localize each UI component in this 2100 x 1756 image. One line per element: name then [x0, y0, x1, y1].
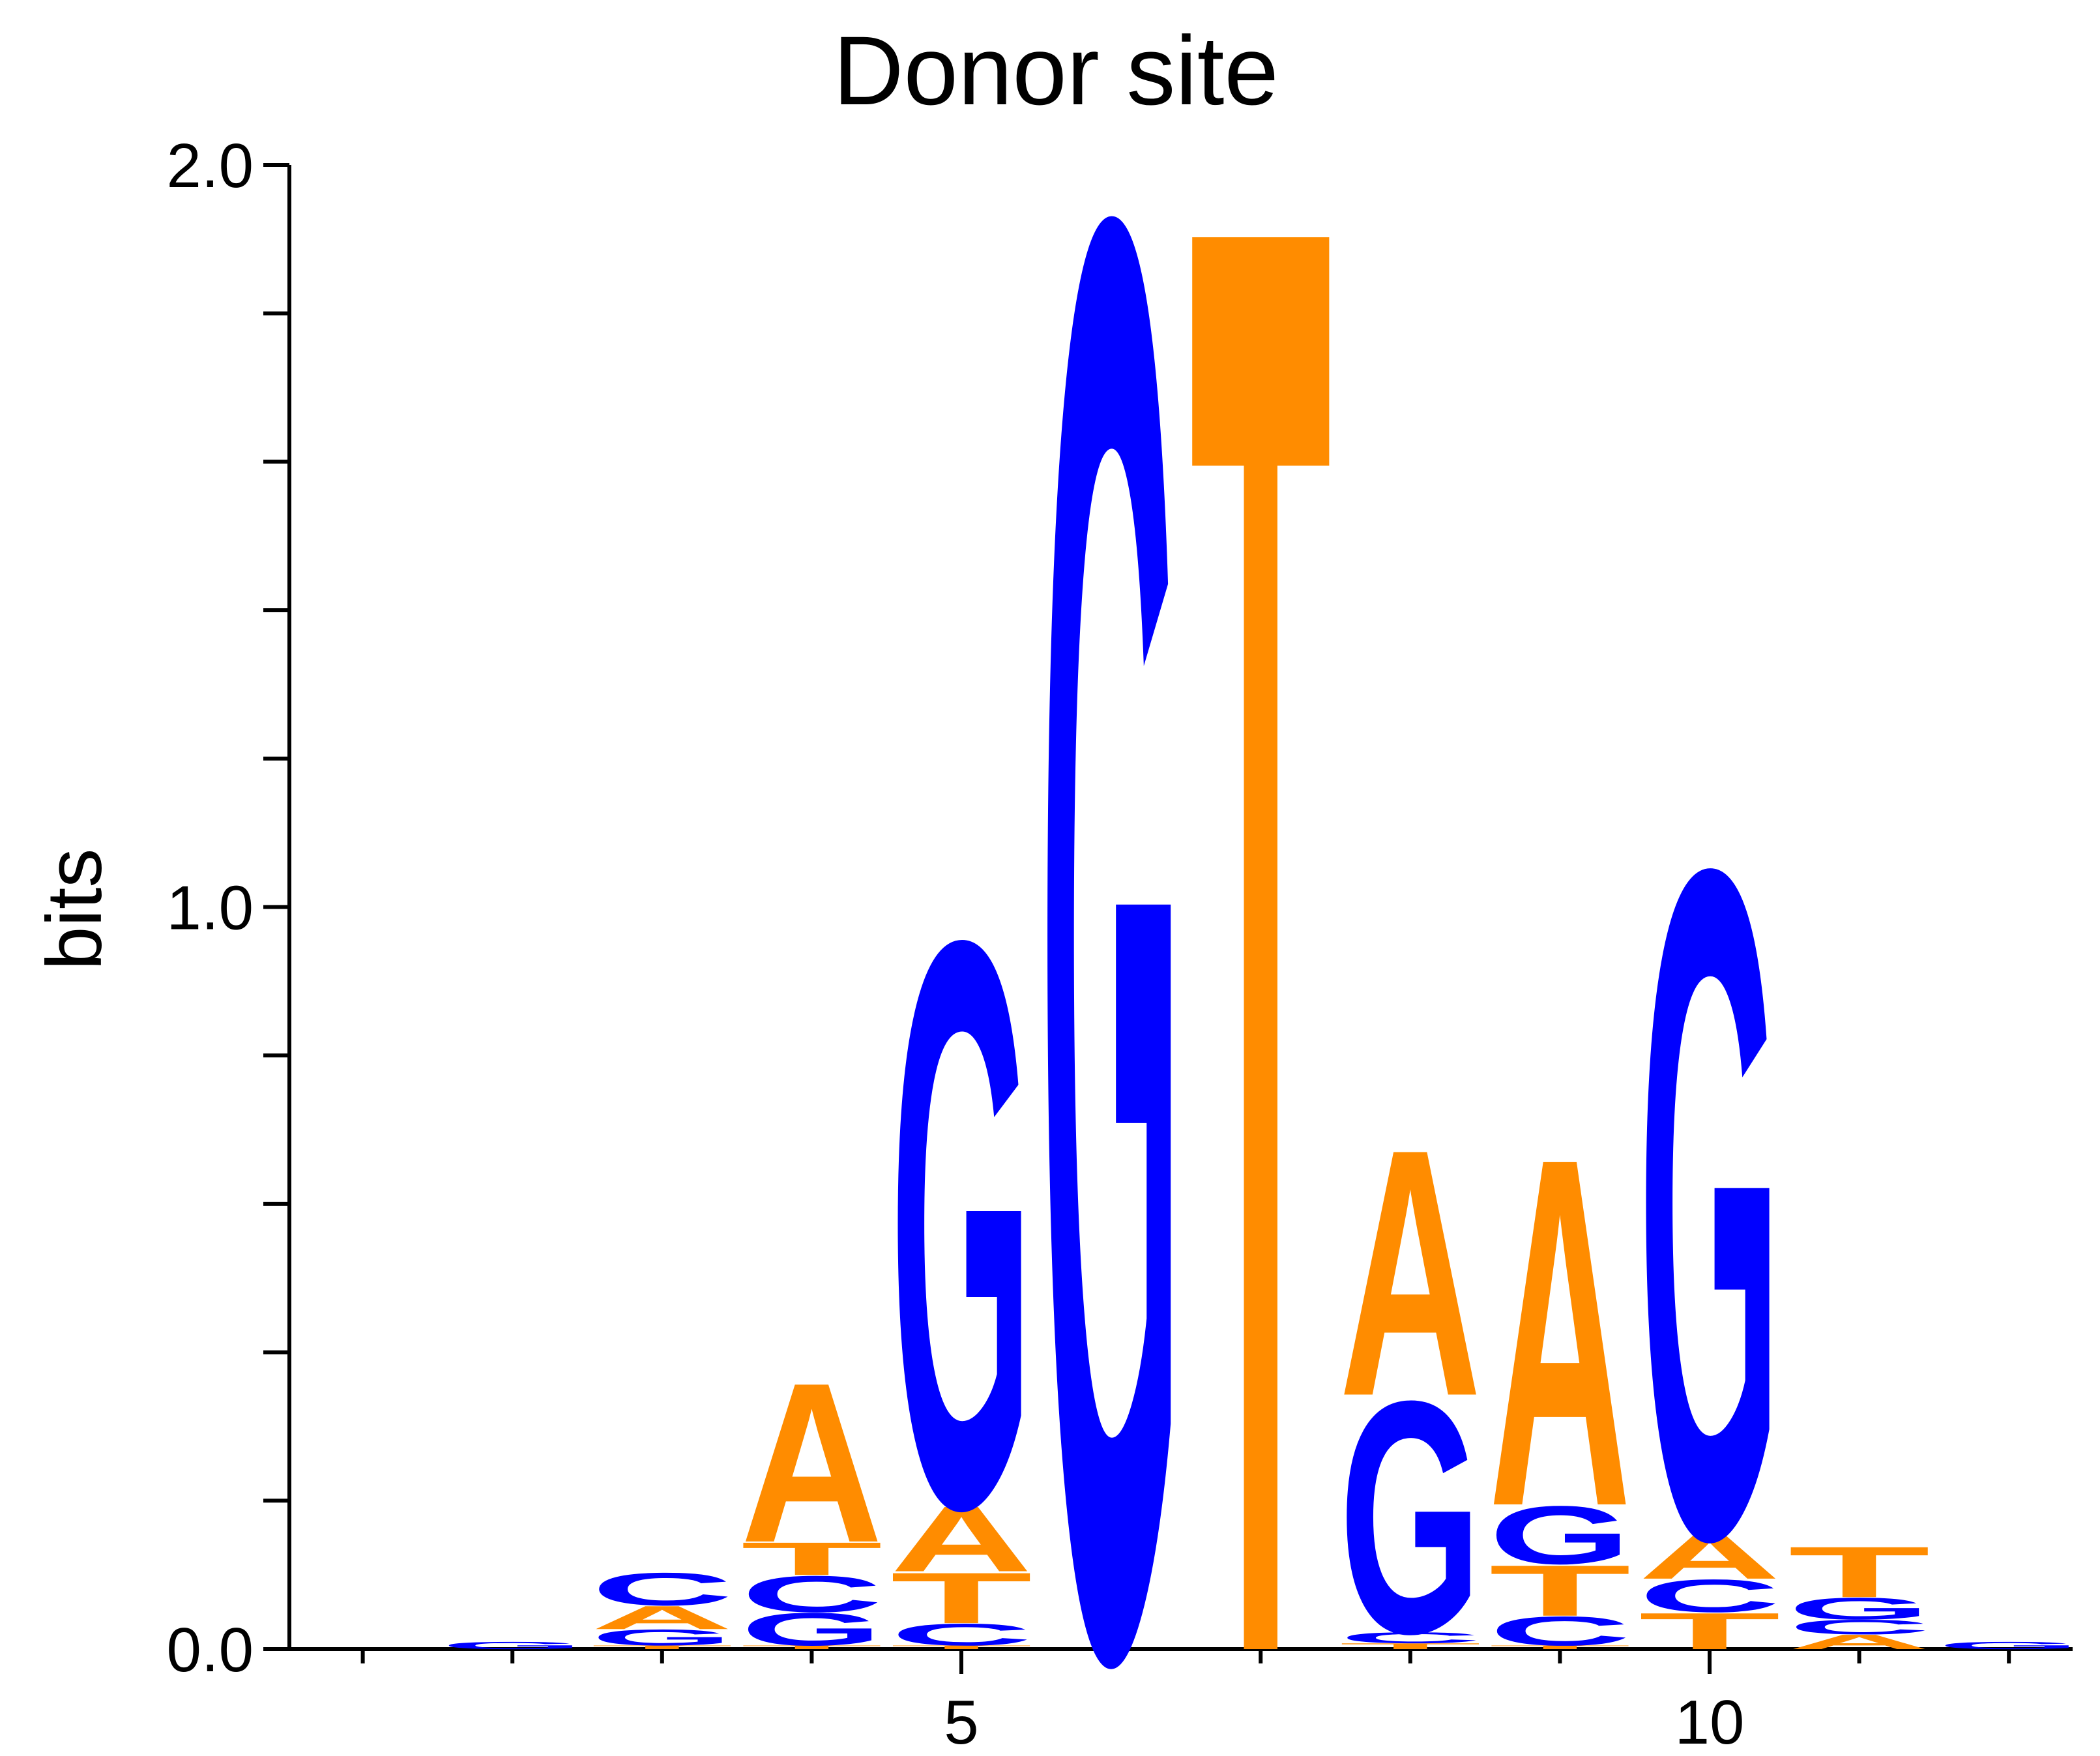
logo-letter-g: G: [441, 1640, 583, 1652]
logo-letter-t: T: [591, 1645, 733, 1650]
x-axis-ticks: 5 10: [360, 1649, 2011, 1756]
logo-letter-g: G: [1938, 1640, 2080, 1652]
logo-letter-t: T: [890, 1558, 1032, 1639]
logo-letter-a: A: [740, 1336, 882, 1590]
logo-stack-position-12: G: [1938, 1640, 2080, 1652]
logo-letter-t: T: [1489, 1645, 1631, 1650]
logo-letter-a: A: [1788, 1630, 1931, 1653]
logo-letter-g: G: [1489, 1489, 1631, 1582]
logo-letter-a: A: [591, 1599, 733, 1636]
logo-letter-t: T: [1639, 1602, 1781, 1660]
y-axis-ticks: 0.0 1.0 2.0: [167, 131, 289, 1685]
logo-letter-a: A: [1339, 1076, 1481, 1470]
logo-stack-position-2: G: [441, 1640, 583, 1652]
logo-letter-c: C: [740, 1565, 882, 1623]
logo-letter-g: G: [740, 1603, 882, 1656]
logo-letter-c: C: [1489, 1608, 1631, 1654]
logo-letter-t: T: [740, 1645, 882, 1650]
logo-letter-a: A: [1489, 1055, 1631, 1610]
logo-letter-g: G: [1040, 0, 1182, 1756]
logo-letter-t: T: [1788, 1532, 1931, 1613]
logo-letter-c: C: [591, 1563, 733, 1615]
logo-stack-position-7: T: [1189, 0, 1332, 1756]
y-tick-label: 1.0: [167, 873, 254, 943]
logo-letter-g: G: [1639, 672, 1781, 1736]
logo-letter-c: C: [1639, 1570, 1781, 1622]
y-tick-label: 0.0: [167, 1615, 254, 1685]
logo-letter-t: T: [1189, 0, 1332, 1756]
logo-letter-g: G: [591, 1625, 733, 1650]
logo-letter-c: C: [1788, 1616, 1931, 1639]
x-tick-label: 5: [944, 1688, 978, 1756]
logo-letter-c: C: [890, 1617, 1032, 1652]
logo-stack-position-6: G: [1040, 0, 1182, 1756]
logo-letter-a: A: [890, 1487, 1032, 1591]
x-tick-label: 10: [1675, 1688, 1745, 1756]
logo-letter-g: G: [1788, 1591, 1931, 1626]
y-axis-label: bits: [31, 849, 118, 971]
chart-title: Donor site: [833, 16, 1279, 125]
logo-letter-g: G: [1339, 1332, 1481, 1703]
y-tick-label: 2.0: [167, 131, 254, 201]
logo-letter-t: T: [890, 1645, 1032, 1650]
logo-letter-t: T: [1339, 1641, 1481, 1650]
logo-letter-c: C: [1339, 1629, 1481, 1646]
logo-letter-g: G: [890, 772, 1032, 1676]
logo-letter-a: A: [1639, 1523, 1781, 1592]
logo-letter-t: T: [1489, 1551, 1631, 1632]
logo-letter-t: T: [740, 1532, 882, 1585]
